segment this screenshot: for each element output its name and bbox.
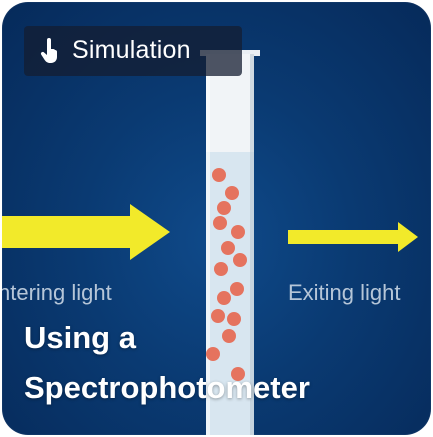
particle [225, 186, 239, 200]
particle [212, 168, 226, 182]
particle [231, 367, 245, 381]
particle [217, 201, 231, 215]
particle [214, 262, 228, 276]
entering-light-arrow [2, 204, 170, 260]
particle [233, 253, 247, 267]
sample-particles [206, 168, 247, 381]
particle [217, 291, 231, 305]
entering-light-label: ntering light [2, 280, 112, 305]
particle [227, 312, 241, 326]
particle [221, 241, 235, 255]
card-title-line-1: Using a [24, 320, 136, 355]
particle [211, 309, 225, 323]
exiting-light-arrow [288, 222, 418, 252]
particle [231, 225, 245, 239]
hand-pointer-icon [40, 38, 57, 63]
particle [230, 282, 244, 296]
particle [206, 347, 220, 361]
particle [213, 216, 227, 230]
simulation-badge[interactable]: Simulation [24, 26, 242, 76]
particle [222, 329, 236, 343]
card-title-line-2: Spectrophotometer [24, 370, 310, 405]
badge-label: Simulation [72, 36, 191, 64]
exiting-light-label: Exiting light [288, 280, 401, 305]
